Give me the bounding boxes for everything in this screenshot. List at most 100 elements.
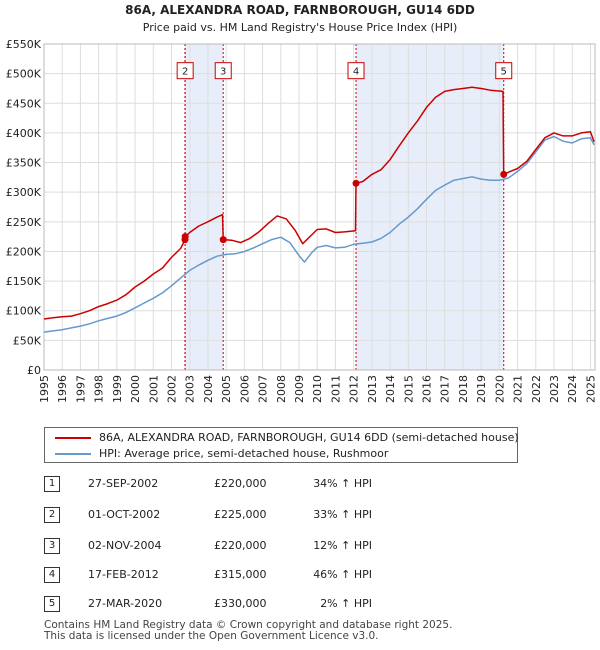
sale-marker-label: 2 [182, 67, 188, 78]
y-tick-label: £250K [6, 216, 42, 229]
transaction-hpi: 12% ↑ HPI [313, 539, 372, 552]
transaction-price: £315,000 [214, 568, 267, 581]
property-price-line [43, 86, 595, 320]
x-tick-label: 2017 [439, 375, 452, 403]
x-tick-label: 2008 [275, 375, 288, 403]
footer-line-1: Contains HM Land Registry data © Crown c… [44, 619, 453, 631]
sale-marker-box-frame [176, 62, 194, 80]
x-tick-label: 2002 [166, 375, 179, 403]
x-tick-label: 2019 [475, 375, 488, 403]
x-tick-label: 2018 [457, 375, 470, 403]
x-tick-label: 2010 [311, 375, 324, 403]
sale-marker-box-frame [495, 62, 513, 80]
x-tick-label: 2020 [493, 375, 506, 403]
legend-swatch-hpi [55, 453, 91, 455]
x-tick-label: 2013 [366, 375, 379, 403]
transaction-row: 4 17-FEB-2012 £315,000 46% ↑ HPI [44, 567, 384, 587]
shaded-period [356, 44, 504, 370]
x-tick-label: 2012 [348, 375, 361, 403]
x-tick-label: 1995 [38, 375, 51, 403]
sale-marker-box: 2 [176, 62, 194, 80]
chart-subtitle: Price paid vs. HM Land Registry's House … [143, 21, 458, 34]
x-tick-label: 2003 [184, 375, 197, 403]
transaction-date: 27-SEP-2002 [88, 477, 159, 490]
y-tick-label: £450K [6, 97, 42, 110]
transaction-date: 01-OCT-2002 [88, 508, 161, 521]
hpi-line [43, 135, 595, 333]
x-tick-label: 2014 [384, 375, 397, 403]
transaction-row: 2 01-OCT-2002 £225,000 33% ↑ HPI [44, 507, 384, 527]
transaction-date: 02-NOV-2004 [88, 539, 162, 552]
x-tick-label: 2022 [530, 375, 543, 403]
x-tick-label: 2000 [129, 375, 142, 403]
sale-marker-label: 5 [501, 67, 507, 78]
transaction-hpi: 2% ↑ HPI [320, 597, 372, 610]
x-tick-label: 2011 [329, 375, 342, 403]
x-tick-label: 1998 [93, 375, 106, 403]
sale-marker-box-frame [347, 62, 365, 80]
sale-marker-label: 3 [220, 67, 226, 78]
footer-credit: Contains HM Land Registry data © Crown c… [44, 620, 452, 642]
x-tick-label: 1999 [111, 375, 124, 403]
x-tick-label: 2007 [257, 375, 270, 403]
legend-label-hpi: HPI: Average price, semi-detached house,… [99, 447, 389, 460]
transaction-row: 5 27-MAR-2020 £330,000 2% ↑ HPI [44, 596, 384, 616]
price-chart: 86A, ALEXANDRA ROAD, FARNBOROUGH, GU14 6… [6, 3, 598, 403]
transaction-row: 1 27-SEP-2002 £220,000 34% ↑ HPI [44, 476, 384, 496]
sale-marker-box-frame [214, 62, 232, 80]
plot-area [44, 44, 595, 370]
transaction-row: 3 02-NOV-2004 £220,000 12% ↑ HPI [44, 538, 384, 558]
x-tick-label: 2023 [548, 375, 561, 403]
transaction-date: 27-MAR-2020 [88, 597, 163, 610]
transaction-number: 3 [44, 538, 60, 554]
transaction-date: 17-FEB-2012 [88, 568, 159, 581]
sale-point [352, 179, 360, 187]
chart-legend: 86A, ALEXANDRA ROAD, FARNBOROUGH, GU14 6… [44, 427, 519, 463]
transaction-hpi: 33% ↑ HPI [313, 508, 372, 521]
sale-marker-box: 4 [347, 62, 365, 80]
sale-marker-label: 4 [353, 67, 359, 78]
y-tick-label: £50K [13, 334, 42, 347]
x-tick-label: 2006 [238, 375, 251, 403]
y-tick-label: £100K [6, 305, 42, 318]
x-tick-label: 2001 [147, 375, 160, 403]
transaction-hpi: 34% ↑ HPI [313, 477, 372, 490]
transaction-number: 5 [44, 596, 60, 612]
y-tick-label: £200K [6, 245, 42, 258]
x-tick-label: 2025 [584, 375, 597, 403]
legend-label-property: 86A, ALEXANDRA ROAD, FARNBOROUGH, GU14 6… [99, 431, 519, 444]
transaction-price: £220,000 [214, 477, 267, 490]
y-tick-label: £400K [6, 127, 42, 140]
x-tick-label: 1996 [56, 375, 69, 403]
x-tick-label: 2009 [293, 375, 306, 403]
sale-point [500, 170, 508, 178]
y-tick-label: £500K [6, 68, 42, 81]
y-tick-label: £300K [6, 186, 42, 199]
transaction-price: £330,000 [214, 597, 267, 610]
sale-marker-box: 5 [495, 62, 513, 80]
x-tick-label: 2004 [202, 375, 215, 403]
x-tick-label: 2021 [512, 375, 525, 403]
sale-point [219, 236, 227, 244]
transaction-number: 2 [44, 507, 60, 523]
sale-marker-box: 3 [214, 62, 232, 80]
y-tick-label: £0 [27, 364, 41, 377]
transaction-hpi: 46% ↑ HPI [313, 568, 372, 581]
plot-border [43, 43, 596, 371]
transaction-number: 4 [44, 567, 60, 583]
legend-swatch-property [55, 437, 91, 439]
x-tick-label: 2024 [566, 375, 579, 403]
x-tick-label: 1997 [74, 375, 87, 403]
transaction-price: £225,000 [214, 508, 267, 521]
sale-point [181, 233, 189, 241]
x-tick-label: 2005 [220, 375, 233, 403]
x-tick-label: 2015 [402, 375, 415, 403]
y-tick-label: £550K [6, 38, 42, 51]
chart-title: 86A, ALEXANDRA ROAD, FARNBOROUGH, GU14 6… [125, 3, 475, 17]
y-tick-label: £350K [6, 157, 42, 170]
transaction-number: 1 [44, 476, 60, 492]
x-tick-label: 2016 [421, 375, 434, 403]
y-tick-label: £150K [6, 275, 42, 288]
shaded-period [184, 44, 224, 370]
transaction-price: £220,000 [214, 539, 267, 552]
